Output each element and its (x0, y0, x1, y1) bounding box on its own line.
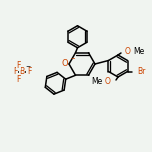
Text: Br: Br (138, 67, 146, 76)
Text: F: F (27, 67, 31, 76)
Text: Me: Me (133, 47, 144, 57)
Text: O: O (105, 78, 111, 86)
Text: O: O (125, 47, 131, 57)
Text: F: F (16, 60, 21, 69)
Text: F: F (16, 74, 21, 83)
Text: O: O (61, 59, 68, 69)
Text: B: B (19, 67, 25, 76)
Text: −: − (70, 55, 75, 60)
Text: −: − (25, 63, 30, 68)
Text: Me: Me (91, 78, 102, 86)
Text: F: F (13, 67, 17, 76)
